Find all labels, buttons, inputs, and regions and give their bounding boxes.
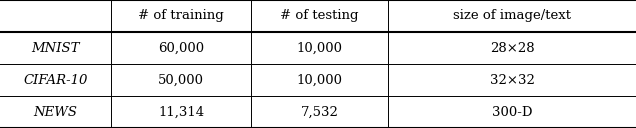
Text: 10,000: 10,000 bbox=[296, 41, 343, 55]
Text: # of testing: # of testing bbox=[280, 9, 359, 23]
Text: 50,000: 50,000 bbox=[158, 73, 204, 87]
Text: 300-D: 300-D bbox=[492, 105, 532, 119]
Text: 60,000: 60,000 bbox=[158, 41, 204, 55]
Text: 32×32: 32×32 bbox=[490, 73, 534, 87]
Text: CIFAR-10: CIFAR-10 bbox=[24, 73, 88, 87]
Text: size of image/text: size of image/text bbox=[453, 9, 571, 23]
Text: 7,532: 7,532 bbox=[301, 105, 338, 119]
Text: 11,314: 11,314 bbox=[158, 105, 204, 119]
Text: NEWS: NEWS bbox=[34, 105, 78, 119]
Text: 28×28: 28×28 bbox=[490, 41, 534, 55]
Text: MNIST: MNIST bbox=[31, 41, 80, 55]
Text: # of training: # of training bbox=[139, 9, 224, 23]
Text: 10,000: 10,000 bbox=[296, 73, 343, 87]
